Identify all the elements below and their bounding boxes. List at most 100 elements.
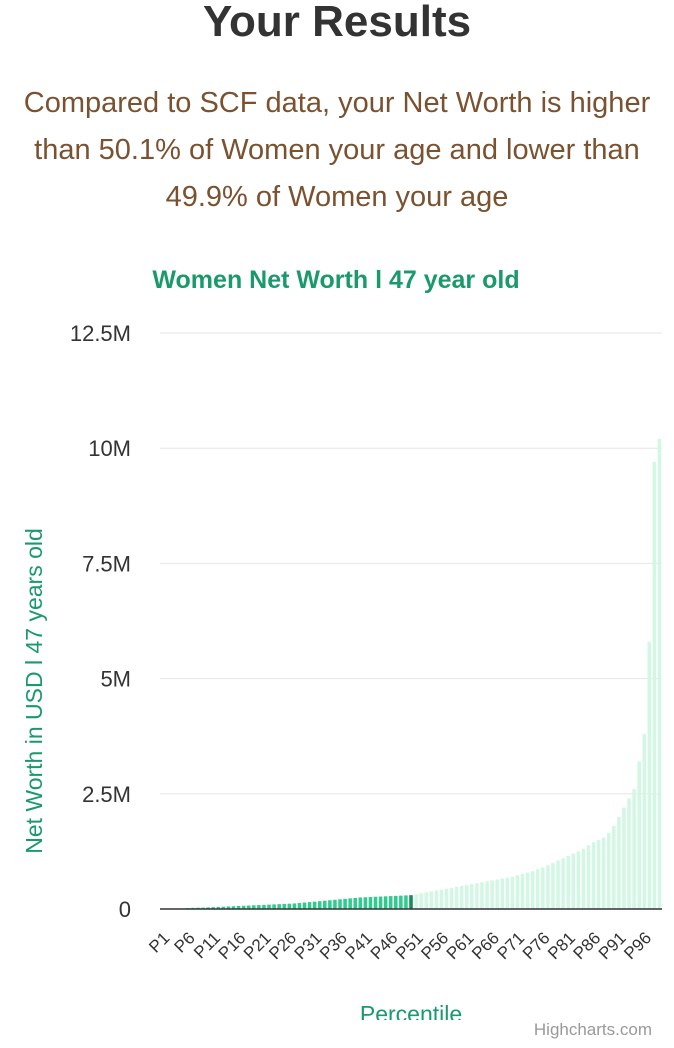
- bar-p66[interactable]: [490, 880, 494, 909]
- x-axis-title: Percentile: [360, 1001, 462, 1020]
- chart-title: Women Net Worth l 47 year old: [152, 266, 519, 294]
- bar-p98[interactable]: [652, 462, 657, 909]
- bar-p60[interactable]: [459, 885, 464, 909]
- bar-p21[interactable]: [262, 904, 266, 909]
- bar-p94[interactable]: [632, 789, 636, 909]
- bar-p10[interactable]: [206, 907, 210, 909]
- bar-p47[interactable]: [394, 895, 398, 909]
- bar-p28[interactable]: [297, 903, 302, 909]
- bar-p62[interactable]: [470, 884, 474, 909]
- bar-p15[interactable]: [231, 906, 236, 909]
- bar-p34[interactable]: [328, 900, 332, 909]
- bar-p26[interactable]: [287, 903, 292, 909]
- bar-p44[interactable]: [378, 896, 383, 909]
- bar-p37[interactable]: [343, 898, 347, 909]
- bar-p63[interactable]: [475, 883, 479, 909]
- bar-p50[interactable]: [409, 895, 413, 909]
- bar-p52[interactable]: [419, 893, 423, 909]
- bar-p82[interactable]: [571, 853, 576, 909]
- y-tick-label: 10M: [88, 436, 131, 461]
- bar-p33[interactable]: [323, 900, 327, 909]
- bar-p42[interactable]: [368, 897, 373, 909]
- bar-p90[interactable]: [612, 826, 616, 909]
- bar-p77[interactable]: [546, 865, 550, 909]
- bar-p45[interactable]: [383, 896, 388, 909]
- y-axis-ticks: 0 2.5M 5M 7.5M 10M 12.5M: [70, 321, 131, 922]
- bar-p11[interactable]: [211, 907, 216, 909]
- bar-p24[interactable]: [277, 904, 281, 909]
- bar-p39[interactable]: [353, 897, 357, 909]
- bar-p43[interactable]: [373, 896, 378, 909]
- bar-p65[interactable]: [485, 881, 489, 909]
- bar-p20[interactable]: [257, 905, 261, 909]
- bar-p95[interactable]: [637, 761, 641, 909]
- bar-p84[interactable]: [581, 849, 586, 909]
- bar-p58[interactable]: [449, 887, 454, 909]
- bar-p92[interactable]: [622, 807, 626, 909]
- bar-p38[interactable]: [348, 898, 352, 909]
- bar-p56[interactable]: [439, 889, 444, 909]
- bar-p75[interactable]: [535, 869, 540, 909]
- bar-p19[interactable]: [252, 905, 256, 909]
- bar-p76[interactable]: [541, 867, 545, 909]
- bar-p55[interactable]: [434, 890, 439, 909]
- bar-p48[interactable]: [399, 895, 403, 909]
- bar-p40[interactable]: [358, 897, 363, 909]
- bar-p59[interactable]: [454, 886, 459, 909]
- x-tick-label: P96: [620, 928, 655, 963]
- bar-p12[interactable]: [216, 906, 221, 909]
- bar-p32[interactable]: [317, 901, 322, 909]
- bar-p93[interactable]: [627, 798, 631, 909]
- bar-p79[interactable]: [556, 860, 560, 909]
- bar-p36[interactable]: [338, 899, 342, 909]
- bar-p89[interactable]: [606, 832, 611, 909]
- bar-p86[interactable]: [591, 842, 596, 909]
- bar-p67[interactable]: [495, 879, 499, 909]
- bar-p23[interactable]: [272, 904, 276, 909]
- bar-p31[interactable]: [312, 901, 317, 909]
- bar-p72[interactable]: [520, 873, 525, 909]
- bar-p70[interactable]: [510, 876, 515, 909]
- bar-p68[interactable]: [500, 878, 505, 909]
- bar-p16[interactable]: [236, 906, 241, 909]
- bar-p88[interactable]: [601, 837, 606, 909]
- bar-p35[interactable]: [333, 899, 337, 909]
- bar-p85[interactable]: [586, 845, 591, 909]
- bar-p87[interactable]: [596, 839, 601, 909]
- bar-p41[interactable]: [363, 897, 368, 909]
- bar-p73[interactable]: [525, 872, 530, 909]
- bar-p22[interactable]: [267, 904, 271, 909]
- results-summary: Compared to SCF data, your Net Worth is …: [23, 87, 651, 213]
- highcharts-credit[interactable]: Highcharts.com: [533, 1020, 652, 1039]
- bar-p83[interactable]: [576, 851, 581, 909]
- bar-p69[interactable]: [505, 877, 510, 909]
- bar-p18[interactable]: [246, 905, 251, 909]
- bar-p54[interactable]: [429, 891, 434, 909]
- bar-p46[interactable]: [388, 896, 393, 909]
- bar-p49[interactable]: [404, 895, 408, 909]
- bar-p78[interactable]: [551, 862, 555, 909]
- bar-p96[interactable]: [642, 733, 647, 909]
- bar-p64[interactable]: [480, 882, 484, 909]
- y-tick-label: 5M: [100, 667, 131, 692]
- bar-p53[interactable]: [424, 892, 428, 909]
- bar-p61[interactable]: [465, 885, 469, 909]
- bar-p30[interactable]: [307, 902, 312, 909]
- bar-p71[interactable]: [515, 875, 520, 909]
- bar-p25[interactable]: [282, 903, 287, 909]
- bar-p27[interactable]: [292, 903, 297, 909]
- net-worth-chart: Women Net Worth l 47 year old 0 2.5M 5M 7.5…: [21, 266, 662, 1020]
- bar-p81[interactable]: [566, 856, 570, 909]
- bar-p17[interactable]: [241, 905, 246, 909]
- bar-p51[interactable]: [414, 894, 418, 909]
- bar-p91[interactable]: [617, 816, 621, 909]
- bar-p97[interactable]: [647, 641, 652, 909]
- bar-p80[interactable]: [561, 858, 565, 909]
- bar-p74[interactable]: [530, 871, 535, 909]
- bar-p29[interactable]: [302, 902, 307, 909]
- bar-p99[interactable]: [657, 438, 662, 909]
- bar-p13[interactable]: [221, 906, 226, 909]
- bar-p14[interactable]: [226, 906, 231, 909]
- y-tick-label: 7.5M: [82, 551, 131, 576]
- bar-p57[interactable]: [444, 888, 449, 909]
